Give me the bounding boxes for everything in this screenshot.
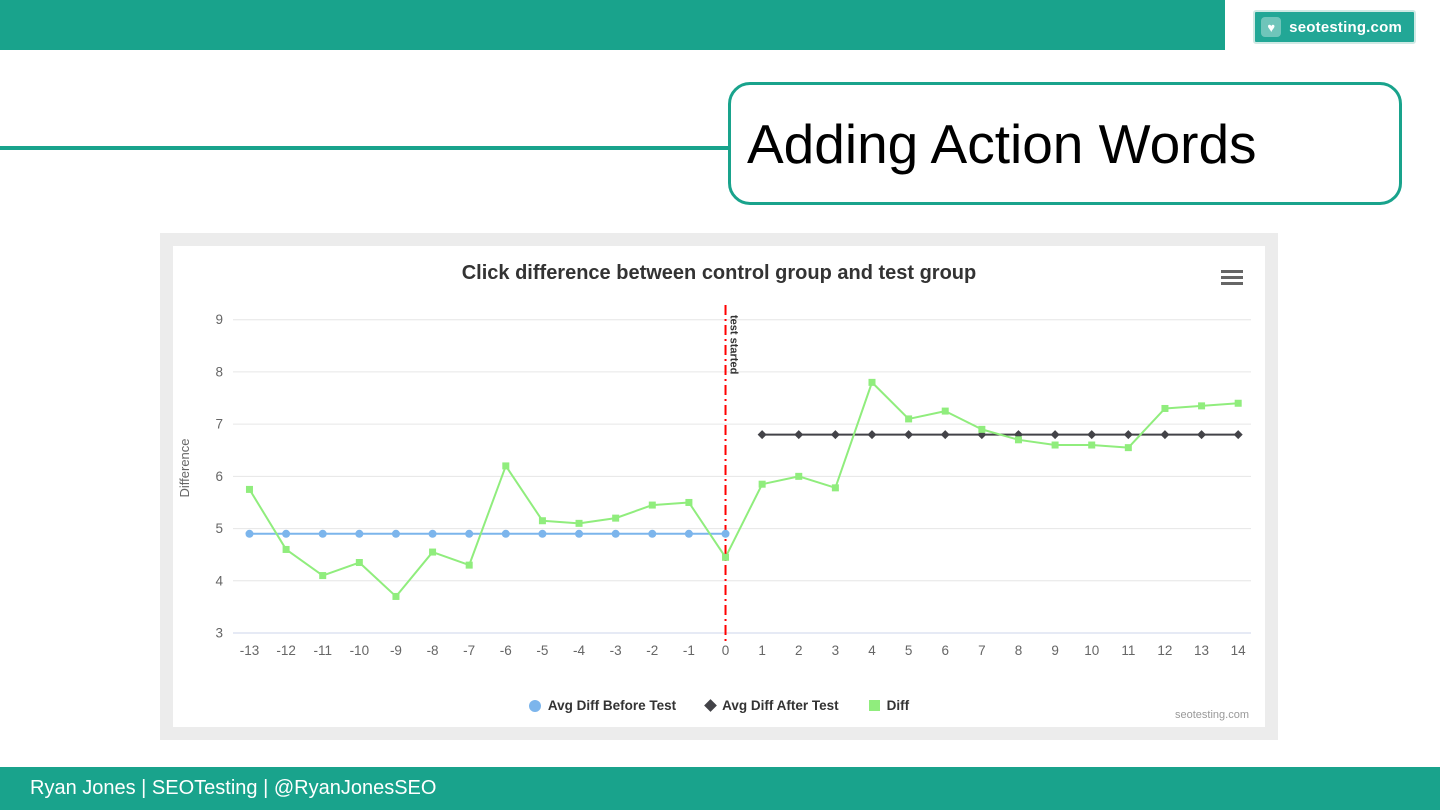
svg-text:3: 3 [215,626,223,641]
svg-text:-10: -10 [350,643,370,658]
svg-text:-9: -9 [390,643,402,658]
svg-text:2: 2 [795,643,803,658]
svg-text:-8: -8 [427,643,439,658]
diamond-marker-icon [704,699,717,712]
svg-text:-13: -13 [240,643,260,658]
legend-label: Avg Diff After Test [722,698,839,713]
chart-legend: Avg Diff Before Test Avg Diff After Test D… [173,698,1265,713]
chart-panel: Click difference between control group a… [173,246,1265,727]
svg-text:-5: -5 [536,643,548,658]
svg-text:-4: -4 [573,643,585,658]
footer-bar: Ryan Jones | SEOTesting | @RyanJonesSEO [0,767,1440,810]
svg-text:12: 12 [1157,643,1172,658]
svg-text:4: 4 [868,643,876,658]
brand-text: seotesting.com [1289,18,1402,36]
legend-item[interactable]: Avg Diff Before Test [528,698,677,713]
title-box: Adding Action Words [728,82,1402,205]
svg-text:-11: -11 [313,643,332,658]
chart-title: Click difference between control group a… [461,262,977,284]
slide-title: Adding Action Words [747,112,1257,175]
svg-text:0: 0 [722,643,730,658]
svg-text:4: 4 [215,573,223,588]
footer-credit: Ryan Jones | SEOTesting | @RyanJonesSEO [30,777,437,799]
svg-text:-7: -7 [463,643,475,658]
chart-menu-button[interactable] [1221,268,1247,290]
legend-item[interactable]: Diff [868,698,910,713]
svg-text:1: 1 [758,643,766,658]
chart-watermark: seotesting.com [1175,709,1249,721]
svg-text:9: 9 [215,312,223,327]
plot-area: 3 4 5 6 7 8 9 Difference -13 -12 -11 -10 -9 -8 -7 -6 -5-… [173,291,1265,696]
svg-text:6: 6 [215,469,223,484]
svg-text:test started: test started [728,315,740,374]
svg-text:5: 5 [215,521,223,536]
svg-text:5: 5 [905,643,913,658]
svg-text:8: 8 [1015,643,1023,658]
hamburger-icon [1221,270,1243,273]
svg-text:-6: -6 [500,643,512,658]
svg-text:-2: -2 [646,643,658,658]
header-bar [0,0,1225,50]
svg-text:-3: -3 [610,643,622,658]
svg-text:7: 7 [215,417,223,432]
svg-text:6: 6 [941,643,949,658]
svg-text:3: 3 [832,643,840,658]
svg-text:8: 8 [215,364,223,379]
circle-marker-icon [528,699,541,712]
svg-text:10: 10 [1084,643,1099,658]
divider-line [0,146,732,150]
svg-text:Difference: Difference [177,438,192,497]
svg-text:13: 13 [1194,643,1209,658]
svg-text:9: 9 [1051,643,1059,658]
brand-badge[interactable]: ♥ seotesting.com [1253,10,1416,44]
legend-label: Avg Diff Before Test [547,698,677,713]
legend-label: Diff [886,698,910,713]
chart-card: Click difference between control group a… [160,233,1278,740]
square-marker-icon [868,700,880,711]
legend-item[interactable]: Avg Diff After Test [704,698,839,713]
svg-text:14: 14 [1231,643,1247,658]
heart-icon: ♥ [1261,17,1282,37]
svg-text:-1: -1 [683,643,695,658]
svg-text:-12: -12 [276,643,296,658]
svg-text:11: 11 [1121,643,1135,658]
svg-text:7: 7 [978,643,986,658]
